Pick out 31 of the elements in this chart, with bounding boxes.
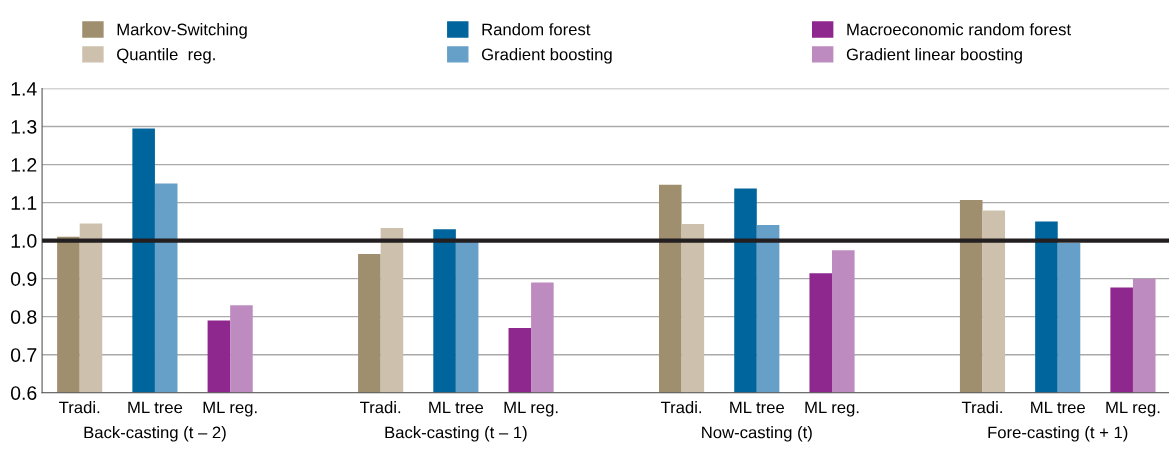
x-tick-label: ML reg. — [1106, 401, 1160, 417]
y-tick-label: 1.0 — [11, 234, 37, 248]
y-tick-label: 0.9 — [10, 272, 37, 286]
text: Now-casting (t) — [702, 426, 812, 442]
text: Back-casting (t – 1) — [385, 426, 527, 442]
text: Fore-casting (t + 1) — [988, 426, 1128, 442]
y-tick-label: 0.6 — [10, 386, 37, 400]
x-tick-label: Tradi. — [360, 401, 401, 414]
y-tick-label: 0.8 — [10, 310, 37, 324]
x-tick-label: ML tree — [128, 401, 183, 414]
x-tick-label: ML tree — [429, 401, 484, 414]
y-tick-label: 1.2 — [11, 158, 37, 172]
y-tick-label: 0.7 — [10, 348, 37, 362]
x-tick-label: ML reg. — [203, 401, 257, 417]
x-tick-label: ML tree — [730, 401, 784, 414]
y-tick-label: 1.3 — [11, 120, 37, 134]
y-tick-label: 1.4 — [11, 82, 37, 96]
text: Back-casting (t – 2) — [84, 426, 226, 442]
x-tick-label: ML reg. — [504, 401, 558, 417]
legend-label: Gradient linear boosting — [846, 48, 1022, 64]
legend-label: Macroeconomic random forest — [847, 23, 1071, 36]
legend-label: Gradient boosting — [481, 48, 612, 64]
x-tick-label: Tradi. — [660, 401, 702, 414]
x-tick-label: Tradi. — [961, 401, 1002, 414]
legend-label: Random forest — [482, 23, 591, 36]
x-tick-label: Tradi. — [59, 401, 100, 414]
legend-label: Quantile reg. — [117, 48, 215, 64]
legend-label: Markov-Switching — [117, 23, 247, 39]
y-tick-label: 1.1 — [11, 196, 37, 210]
x-tick-label: ML reg. — [805, 401, 859, 417]
x-tick-label: ML tree — [1031, 401, 1085, 414]
